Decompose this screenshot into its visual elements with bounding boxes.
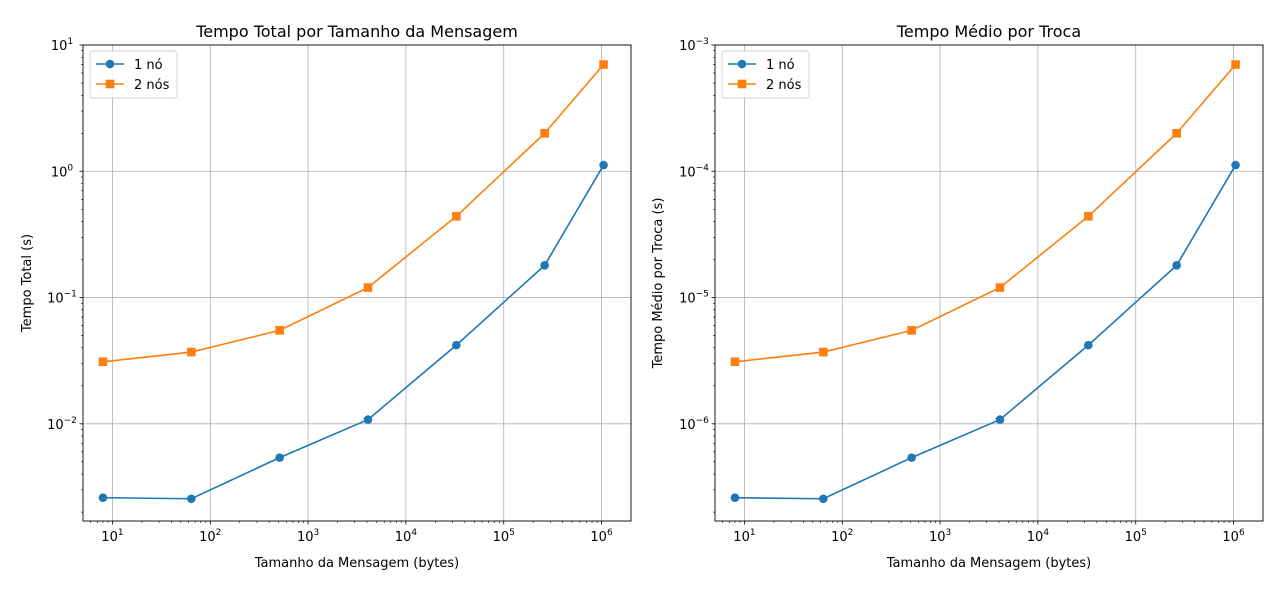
- x-axis-label: Tamanho da Mensagem (bytes): [886, 556, 1092, 571]
- x-tick-label: 103: [297, 528, 319, 545]
- data-point: [819, 494, 828, 504]
- data-point: [1084, 211, 1093, 221]
- data-point: [995, 415, 1005, 424]
- axes-frame: [714, 44, 1264, 522]
- legend: 1 nó 2 nós: [89, 50, 178, 99]
- y-tick-label: 10−2: [47, 416, 77, 433]
- x-tick-label: 105: [1125, 528, 1147, 545]
- y-tick-label: 10−1: [47, 290, 77, 307]
- y-tick-label: 10−6: [679, 416, 709, 433]
- data-point: [730, 357, 740, 367]
- data-point: [187, 347, 196, 357]
- y-tick-label: 101: [51, 37, 73, 54]
- legend: 1 nó 2 nós: [721, 50, 810, 99]
- x-tick-label: 105: [493, 528, 515, 545]
- data-point: [730, 493, 740, 502]
- data-point: [599, 160, 608, 170]
- legend-label: 1 nó: [134, 58, 163, 73]
- y-tick-label: 10−5: [679, 290, 709, 307]
- data-point: [1172, 261, 1181, 270]
- data-point: [1231, 160, 1240, 170]
- data-point: [363, 415, 373, 424]
- data-point: [995, 283, 1005, 292]
- legend-label: 2 nós: [766, 78, 802, 93]
- data-point: [452, 340, 461, 350]
- x-tick-label: 106: [1222, 528, 1245, 545]
- legend-label: 1 nó: [766, 58, 795, 73]
- plot-area: 101 102 103 104 105 106 10−2 10−1 100 101 1 nó 2 nó…: [47, 37, 632, 545]
- data-point: [1084, 340, 1093, 350]
- x-tick-label: 102: [831, 528, 853, 545]
- data-point: [98, 493, 108, 502]
- y-tick-label: 10−3: [679, 37, 709, 54]
- legend-marker: [737, 79, 747, 89]
- series-line: [734, 164, 1237, 500]
- y-tick-label: 10−4: [679, 163, 709, 180]
- y-axis-label: Tempo Médio por Troca (s): [651, 198, 666, 370]
- x-tick-label: 103: [929, 528, 951, 545]
- chart-title: Tempo Médio por Troca: [896, 22, 1081, 41]
- x-tick-label: 106: [590, 528, 613, 545]
- plot-area: 101 102 103 104 105 106 10−6 10−5 10−4 10−3 1 nó 2 …: [679, 37, 1264, 545]
- y-tick-label: 100: [51, 163, 74, 180]
- x-tick-label: 101: [733, 528, 755, 545]
- x-axis-label: Tamanho da Mensagem (bytes): [254, 556, 460, 571]
- chart-right: Tempo Médio por Troca Tamanho da Mensage…: [651, 22, 1264, 571]
- data-point: [1172, 128, 1181, 138]
- data-point: [907, 326, 916, 335]
- data-point: [452, 211, 461, 221]
- data-point: [540, 261, 549, 270]
- axes-frame: [82, 44, 632, 522]
- chart-title: Tempo Total por Tamanho da Mensagem: [195, 22, 518, 41]
- data-point: [275, 326, 284, 335]
- y-axis-label: Tempo Total (s): [20, 234, 35, 333]
- series-line: [102, 164, 605, 500]
- x-tick-label: 104: [1027, 528, 1050, 545]
- data-point: [819, 347, 828, 357]
- data-point: [1231, 60, 1240, 69]
- x-tick-label: 104: [395, 528, 418, 545]
- series-line: [102, 64, 605, 363]
- chart-left: Tempo Total por Tamanho da Mensagem Tama…: [20, 22, 632, 571]
- legend-marker: [105, 79, 115, 89]
- x-tick-label: 101: [101, 528, 123, 545]
- data-point: [907, 453, 916, 462]
- data-point: [540, 128, 549, 138]
- data-point: [98, 357, 108, 367]
- legend-label: 2 nós: [134, 78, 170, 93]
- data-point: [363, 283, 373, 292]
- series-line: [734, 64, 1237, 363]
- x-tick-label: 102: [199, 528, 221, 545]
- data-point: [599, 60, 608, 69]
- legend-marker: [737, 59, 747, 69]
- data-point: [187, 494, 196, 504]
- legend-marker: [105, 59, 115, 69]
- data-point: [275, 453, 284, 462]
